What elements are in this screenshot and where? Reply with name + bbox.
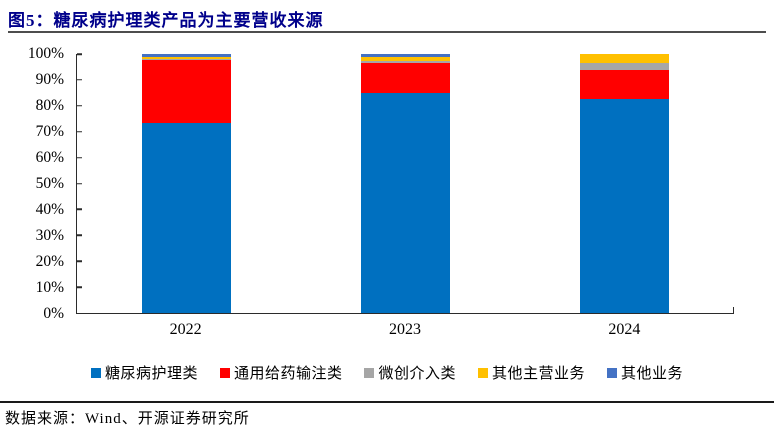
y-tick-label: 30%	[35, 227, 64, 244]
y-tick-mark	[77, 286, 82, 288]
bar-segment-通用给药输注类	[580, 69, 669, 100]
bar-segment-其他主营业务	[580, 54, 669, 63]
bar-2022	[141, 54, 231, 313]
y-tick-mark	[77, 130, 82, 133]
legend-swatch	[478, 367, 488, 378]
x-axis: 2022 2023 2024	[76, 321, 734, 343]
y-tick-label: 40%	[35, 201, 64, 218]
legend-label: 通用给药输注类	[233, 366, 343, 382]
data-source-note: 数据来源：Wind、开源证券研究所	[5, 411, 250, 427]
x-axis-end-tick	[732, 307, 734, 313]
y-tick-mark	[77, 182, 82, 185]
y-axis: 0% 10% 20% 30% 40% 50% 60% 70% 80% 90% 100%	[0, 45, 70, 322]
y-tick-mark	[77, 105, 82, 107]
legend-label: 其他主营业务	[492, 366, 586, 382]
y-tick-mark	[77, 79, 82, 81]
y-tick-mark	[77, 53, 82, 55]
bar-segment-微创介入类	[361, 60, 450, 63]
y-tick-label: 100%	[27, 45, 64, 62]
legend-swatch	[607, 367, 618, 378]
x-tick-label: 2024	[608, 321, 641, 338]
bar-segment-糖尿病护理类	[580, 99, 669, 313]
y-tick-label: 90%	[35, 71, 64, 88]
legend-label: 糖尿病护理类	[104, 366, 198, 382]
bar-segment-糖尿病护理类	[141, 122, 231, 313]
y-tick-label: 20%	[35, 253, 64, 270]
y-tick-label: 80%	[35, 97, 64, 114]
legend-item-微创介入类: 微创介入类	[364, 362, 456, 383]
legend-item-糖尿病护理类: 糖尿病护理类	[90, 362, 198, 383]
bar-segment-其他主营业务	[361, 56, 450, 61]
y-tick-label: 0%	[43, 305, 64, 322]
legend-item-其他主营业务: 其他主营业务	[478, 362, 585, 383]
bar-segment-微创介入类	[580, 62, 669, 70]
footer-divider	[0, 401, 774, 403]
bar-2024	[580, 54, 669, 313]
y-tick-label: 70%	[35, 123, 64, 140]
x-tick-label: 2023	[389, 321, 421, 338]
y-tick-mark	[77, 234, 82, 237]
legend-swatch	[90, 367, 101, 378]
legend-item-通用给药输注类: 通用给药输注类	[219, 362, 343, 383]
plot-area	[76, 53, 734, 314]
y-tick-mark	[77, 208, 82, 211]
y-tick-label: 50%	[35, 175, 64, 192]
legend-item-其他业务: 其他业务	[607, 362, 683, 383]
x-tick-label: 2022	[169, 321, 202, 338]
legend-label: 微创介入类	[378, 366, 456, 382]
bar-segment-其他业务	[141, 54, 231, 57]
bar-segment-通用给药输注类	[361, 62, 450, 93]
figure-title: 图5：糖尿病护理类产品为主要营收来源	[8, 11, 324, 30]
y-tick-mark	[77, 156, 82, 159]
chart-legend: 糖尿病护理类 通用给药输注类 微创介入类 其他主营业务 其他业务	[0, 362, 774, 383]
bar-segment-糖尿病护理类	[361, 92, 450, 313]
legend-swatch	[219, 367, 230, 378]
legend-swatch	[364, 367, 375, 378]
bar-segment-通用给药输注类	[141, 59, 231, 123]
bar-segment-其他主营业务	[141, 56, 231, 60]
bar-segment-其他业务	[361, 54, 450, 57]
y-tick-label: 60%	[35, 149, 64, 166]
legend-label: 其他业务	[621, 366, 684, 382]
bar-2023	[361, 54, 450, 313]
bar-segment-微创介入类	[141, 59, 231, 60]
title-underline	[8, 31, 766, 33]
y-tick-label: 10%	[35, 279, 64, 296]
y-tick-mark	[77, 260, 82, 262]
